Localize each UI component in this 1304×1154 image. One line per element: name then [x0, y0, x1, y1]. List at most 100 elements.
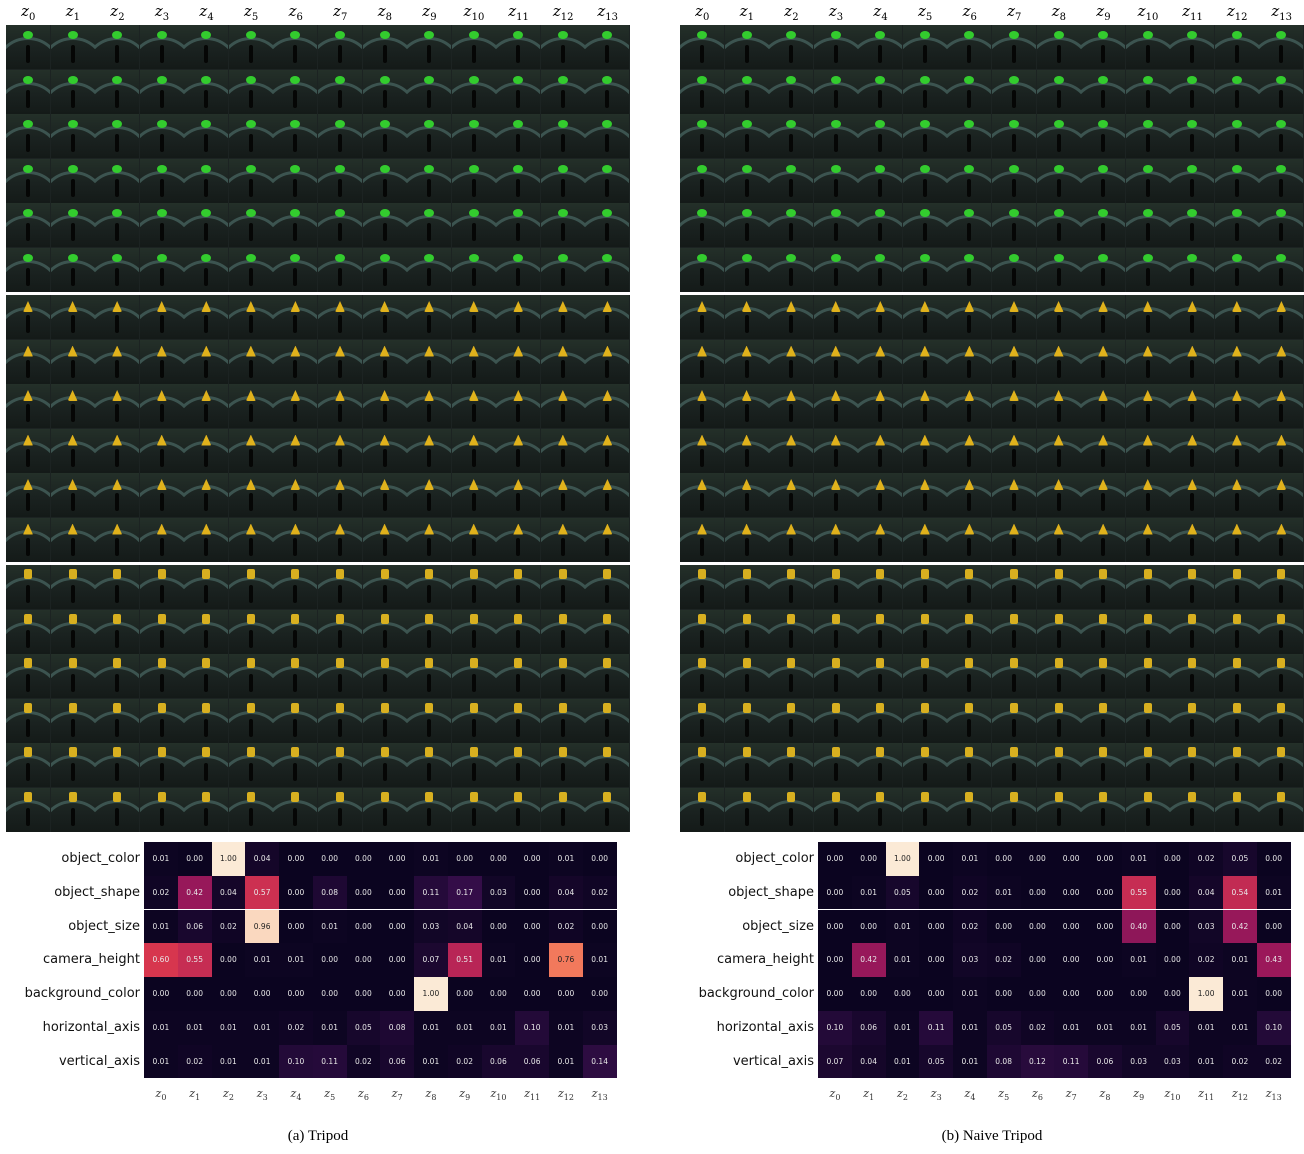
heat-cell: 0.00	[919, 842, 953, 876]
traversal-image	[992, 158, 1036, 203]
traversal-image	[902, 787, 947, 832]
traversal-image	[769, 203, 814, 247]
object-sphere	[245, 31, 256, 39]
tripod-pole	[204, 448, 209, 467]
object-cylinder	[742, 613, 751, 624]
tripod-pole	[833, 807, 838, 826]
heat-cell: 0.00	[851, 909, 886, 944]
tripod-pole	[1279, 178, 1284, 197]
object-cylinder	[742, 791, 751, 802]
tripod-pole	[1056, 178, 1061, 197]
object-cylinder	[113, 747, 122, 757]
traversal-image	[1081, 25, 1126, 69]
object-cone	[290, 523, 301, 535]
heat-cell: 0.00	[919, 909, 953, 944]
heat-xlabel-z9: z9	[459, 1087, 471, 1103]
traversal-image	[362, 473, 407, 517]
heat-cell: 0.17	[447, 875, 482, 910]
tripod-pole	[700, 629, 704, 648]
object-sphere	[741, 31, 752, 39]
traversal-image	[1259, 384, 1304, 428]
traversal-image	[992, 428, 1036, 473]
traversal-image	[95, 698, 140, 743]
traversal-image	[184, 69, 229, 114]
tripod-pole	[516, 585, 521, 603]
tripod-pole	[516, 448, 521, 467]
object-sphere	[335, 75, 345, 84]
tripod-pole	[70, 674, 75, 692]
traversal-image	[724, 654, 769, 698]
traversal-image	[813, 565, 858, 609]
object-cylinder	[1277, 791, 1286, 802]
tripod-pole	[789, 493, 794, 511]
tripod-pole	[338, 315, 342, 333]
traversal-image	[496, 787, 541, 832]
tripod-pole	[878, 178, 883, 197]
heat-cell: 0.00	[919, 875, 953, 910]
heat-cell: 0.01	[414, 1044, 448, 1079]
object-cone	[1187, 479, 1198, 490]
heat-cell: 0.01	[1121, 943, 1156, 978]
tripod-pole	[204, 45, 209, 63]
traversal-image	[813, 743, 858, 787]
tripod-pole	[382, 178, 387, 197]
object-cylinder	[1054, 747, 1063, 757]
traversal-image	[858, 609, 903, 654]
tripod-pole	[293, 223, 298, 241]
object-cylinder	[1277, 613, 1286, 624]
heat-cell: 0.08	[380, 1011, 414, 1045]
object-cone	[741, 345, 752, 357]
object-sphere	[602, 31, 613, 39]
tripod-pole	[1056, 493, 1061, 511]
tripod-pole	[744, 134, 749, 152]
tripod-pole	[922, 718, 927, 737]
object-cylinder	[965, 613, 974, 624]
traversal-image	[184, 247, 229, 292]
object-sphere	[245, 209, 256, 217]
heat-cell: 0.00	[851, 977, 886, 1011]
tripod-pole	[967, 89, 972, 108]
traversal-image	[1125, 295, 1170, 339]
traversal-image	[362, 654, 407, 698]
tripod-pole	[516, 537, 521, 556]
traversal-image	[362, 25, 407, 69]
tripod-pole	[382, 45, 387, 63]
tripod-pole	[1145, 763, 1150, 781]
object-cylinder	[965, 569, 974, 579]
object-cylinder	[831, 702, 840, 713]
tripod-pole	[1145, 178, 1150, 197]
tripod-pole	[878, 134, 883, 152]
object-cone	[156, 523, 167, 535]
latent-label-z0: z0	[695, 2, 710, 23]
traversal-image	[273, 517, 318, 562]
object-sphere	[379, 75, 390, 84]
object-cone	[335, 479, 345, 490]
heat-cell: 0.01	[447, 1011, 482, 1045]
traversal-image	[273, 339, 318, 384]
object-sphere	[1187, 209, 1198, 217]
traversal-image	[1259, 609, 1304, 654]
traversal-image	[139, 69, 184, 114]
traversal-image	[992, 295, 1036, 339]
traversal-image	[273, 69, 318, 114]
latent-header: z0 z1 z2 z3 z4 z5 z6 z7 z8 z9 z10 z11 z12 z13	[6, 2, 630, 24]
tripod-pole	[1190, 718, 1195, 737]
traversal-image	[585, 384, 630, 428]
heat-cell: 0.03	[414, 909, 448, 944]
traversal-image	[858, 295, 903, 339]
traversal-image	[585, 609, 630, 654]
object-cone	[23, 390, 33, 401]
tripod-pole	[1279, 493, 1284, 511]
tripod-pole	[878, 267, 883, 286]
traversal-image	[1259, 473, 1304, 517]
object-cone	[1231, 523, 1242, 535]
traversal-image	[6, 114, 50, 158]
latent-label-z1: z1	[65, 2, 80, 23]
traversal-image	[407, 69, 452, 114]
tripod-pole	[967, 585, 972, 603]
traversal-image	[724, 25, 769, 69]
traversal-image	[362, 384, 407, 428]
object-cylinder	[831, 747, 840, 757]
heat-cell: 0.43	[1256, 943, 1291, 978]
tripod-pole	[516, 359, 521, 378]
